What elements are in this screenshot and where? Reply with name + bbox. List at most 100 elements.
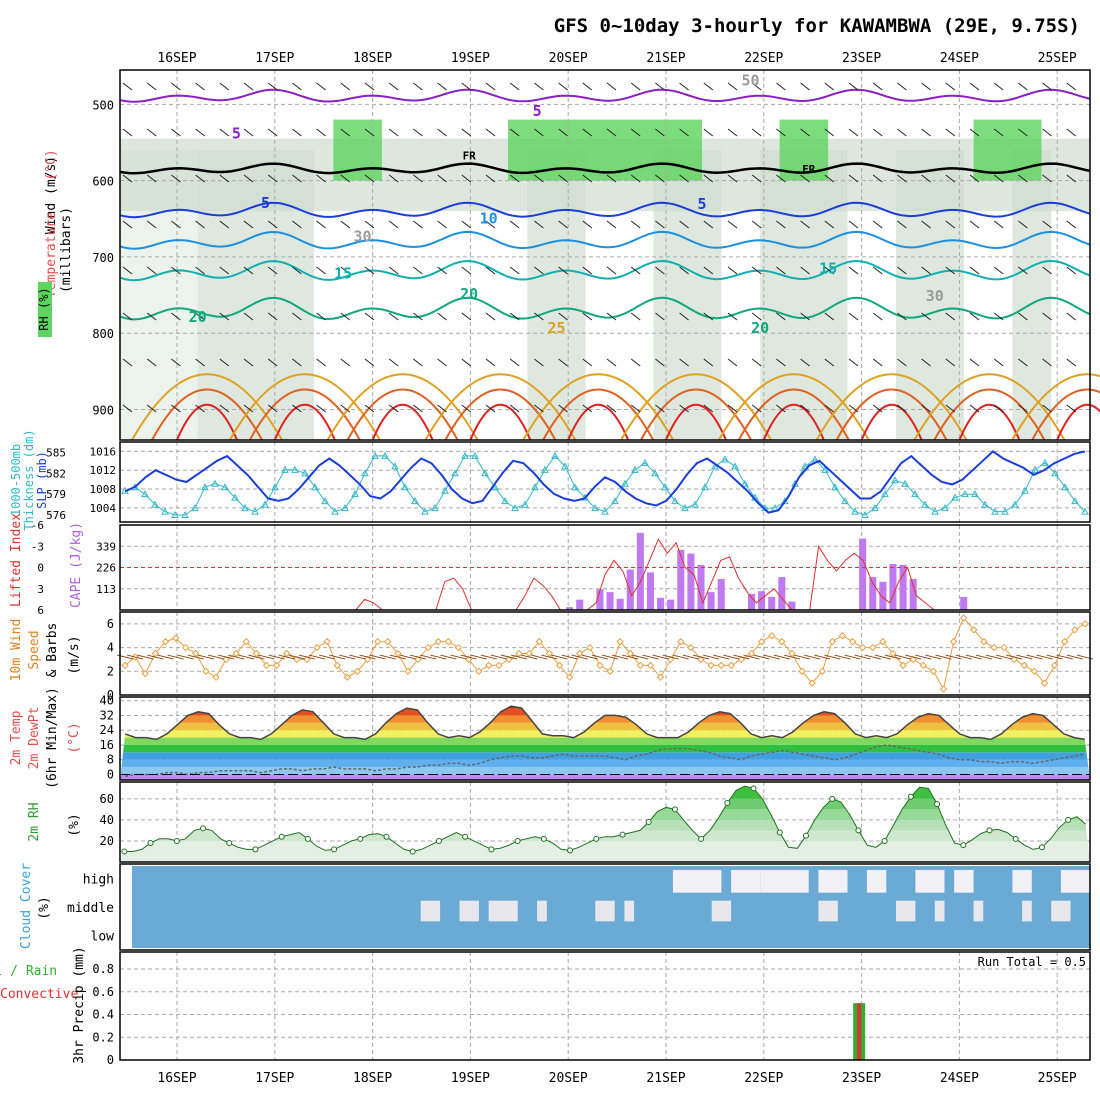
cape-bar (778, 577, 786, 610)
wind-barb (534, 82, 544, 91)
data-point (1051, 469, 1059, 477)
wind-barb (897, 312, 907, 321)
data-point (409, 848, 416, 855)
panel-frame (119, 69, 1091, 441)
wind-barb (195, 358, 205, 367)
y-tick-label: 1016 (90, 445, 117, 458)
wind-barb (219, 404, 230, 413)
data-point (818, 667, 826, 675)
wind-barb (897, 128, 907, 137)
rh-band (120, 840, 1090, 862)
wind-barb (461, 312, 472, 321)
wind-barb (122, 266, 133, 275)
wind-barb (776, 128, 786, 137)
temperature-line (124, 705, 1085, 741)
wind-barb (171, 404, 181, 413)
y-tick-label: 40 (100, 813, 114, 827)
date-label-bottom: 23SEP (842, 1071, 881, 1086)
y-tick-label: 1012 (90, 464, 117, 477)
y-tick-label: 900 (92, 403, 114, 417)
wind-barb (319, 654, 336, 660)
wind-barb (632, 654, 649, 660)
wind-barb (848, 128, 859, 137)
wind-barb (1066, 654, 1083, 660)
wind-barb (897, 174, 907, 183)
wind-barb (364, 174, 375, 183)
cape-bar (606, 592, 614, 610)
y-axis-title: Wind (m/s) (44, 156, 59, 234)
data-point (555, 661, 564, 670)
wind-barb (137, 654, 154, 660)
data-point (907, 793, 914, 800)
wind-barb (316, 82, 326, 91)
wind-barb (897, 404, 907, 413)
wind-barb (1018, 358, 1028, 367)
wind-barb (1006, 654, 1023, 660)
wind-barb (606, 358, 617, 367)
wind-barb (824, 82, 835, 91)
temperature-band (120, 722, 1090, 731)
wind-barb (872, 266, 883, 275)
wind-barb (340, 128, 351, 137)
wind-barb (461, 404, 472, 413)
wind-barb (655, 82, 665, 91)
cloud-bar (896, 900, 916, 922)
data-point (384, 637, 392, 646)
data-point (357, 835, 364, 842)
contour-label: 5 (261, 194, 270, 212)
y-tick-label: 0 (107, 688, 114, 702)
data-point (251, 507, 259, 515)
wind-barb (945, 266, 956, 275)
wind-barb (389, 654, 406, 660)
wind-barb (945, 220, 956, 229)
date-label-top: 22SEP (744, 51, 783, 66)
data-point (591, 504, 599, 512)
wind-barb (258, 654, 275, 660)
data-point (141, 490, 149, 498)
run-total: Run Total = 0.5 (978, 955, 1086, 969)
wind-barb (500, 654, 518, 660)
data-point (621, 479, 629, 487)
y-tick-label: 16 (100, 738, 114, 752)
wind-barb (195, 82, 205, 91)
wind-barb (413, 128, 423, 137)
wind-barb (727, 404, 738, 413)
wind-barb (509, 312, 520, 321)
data-point (1030, 667, 1039, 675)
wind-barb (292, 358, 302, 367)
wind-barb (437, 266, 447, 275)
data-point (724, 800, 731, 807)
wind-barb (146, 82, 157, 91)
wind-barb (485, 404, 496, 413)
data-point (701, 483, 709, 491)
wind-barb (727, 358, 738, 367)
y-axis-title: (m/s) (67, 635, 82, 674)
temperature-band (120, 752, 1090, 760)
data-point (1071, 626, 1079, 634)
data-point (721, 455, 729, 463)
data-point (252, 846, 259, 853)
data-point (424, 643, 432, 652)
wind-barb (413, 82, 423, 91)
data-point (551, 451, 559, 459)
wind-barb (751, 82, 762, 91)
data-point (986, 827, 993, 834)
wind-barb (703, 358, 714, 367)
wind-barb (679, 404, 689, 413)
wind-barb (743, 654, 760, 660)
wind-barb (727, 128, 738, 137)
wind-barb (316, 312, 326, 321)
wind-barb (243, 220, 254, 229)
wind-barb (864, 654, 881, 660)
wind-barb (409, 654, 427, 660)
data-point (951, 493, 959, 501)
data-point (858, 643, 867, 652)
wind-barb (824, 404, 835, 413)
temperature-contour (119, 259, 1091, 282)
y-axis-title: Temperature (44, 212, 59, 298)
data-point (271, 483, 279, 491)
wind-barb (1042, 220, 1052, 229)
wind-barb (316, 220, 326, 229)
panel-bg (120, 952, 1090, 1060)
wind-barb (800, 358, 810, 367)
